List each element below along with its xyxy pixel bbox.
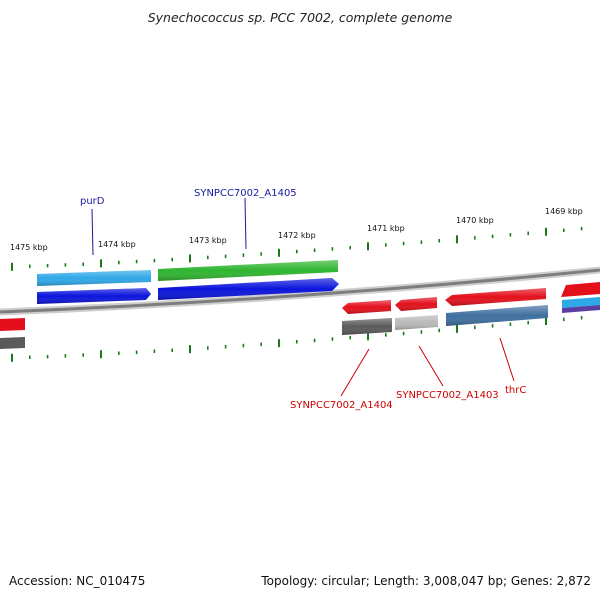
gene-right-edge-cyan[interactable] (562, 297, 600, 308)
gene-SYNPCC7002_A1404-shade (342, 300, 391, 314)
label-SYNPCC7002_A1404: SYNPCC7002_A1404 (290, 400, 393, 411)
callout-line-purD (91, 208, 94, 256)
tick-label-1469: 1469 kbp (545, 207, 583, 216)
callout-line-A1405 (244, 197, 247, 250)
map-title: Synechococcus sp. PCC 7002, complete gen… (147, 10, 453, 25)
tick-label-1475: 1475 kbp (10, 243, 48, 252)
tick-label-1470: 1470 kbp (456, 216, 494, 225)
genome-backbone-core (0, 268, 600, 314)
label-SYNPCC7002_A1405: SYNPCC7002_A1405 (194, 188, 297, 199)
gene-right-edge-red[interactable] (561, 282, 600, 297)
callout-line-thrC (499, 337, 515, 382)
cds-right-edge-purple[interactable] (562, 305, 600, 313)
callout-line-A1404 (340, 348, 370, 397)
label-purD: purD (80, 196, 105, 207)
tick-label-1473: 1473 kbp (189, 236, 227, 245)
tick-label-1472: 1472 kbp (278, 231, 316, 240)
gene-purD-shade (37, 270, 151, 286)
tick-label-1471: 1471 kbp (367, 224, 405, 233)
cds-thrC-shade (446, 305, 548, 326)
callout-lines (91, 197, 515, 397)
reverse-strand-features (0, 288, 548, 349)
gene-thrC-shade (445, 288, 546, 306)
cds-left-edge-gray[interactable] (0, 337, 25, 349)
forward-strand-features (37, 260, 600, 313)
label-SYNPCC7002_A1403: SYNPCC7002_A1403 (396, 390, 499, 401)
ticks-lower (11, 316, 583, 362)
label-thrC: thrC (505, 385, 526, 396)
tick-label-1474: 1474 kbp (98, 240, 136, 249)
ticks-upper (11, 226, 583, 271)
gene-labels: purD SYNPCC7002_A1405 SYNPCC7002_A1404 S… (80, 188, 526, 411)
callout-line-A1403 (418, 345, 444, 387)
gene-SYNPCC7002_A1403-shade (395, 297, 437, 311)
gene-left-edge-red[interactable] (0, 318, 25, 331)
cds-SYNPCC7002_A1403-shade (395, 315, 438, 330)
tick-labels: 1475 kbp 1474 kbp 1473 kbp 1472 kbp 1471… (10, 207, 583, 252)
gene-SYNPCC7002_A1405-shade (158, 260, 338, 281)
genome-summary-text: Topology: circular; Length: 3,008,047 bp… (261, 574, 591, 588)
cds-SYNPCC7002_A1405-shade (158, 278, 339, 300)
cds-SYNPCC7002_A1404-shade (342, 318, 392, 335)
accession-text: Accession: NC_010475 (9, 574, 146, 588)
cds-purD-shade (37, 288, 151, 304)
